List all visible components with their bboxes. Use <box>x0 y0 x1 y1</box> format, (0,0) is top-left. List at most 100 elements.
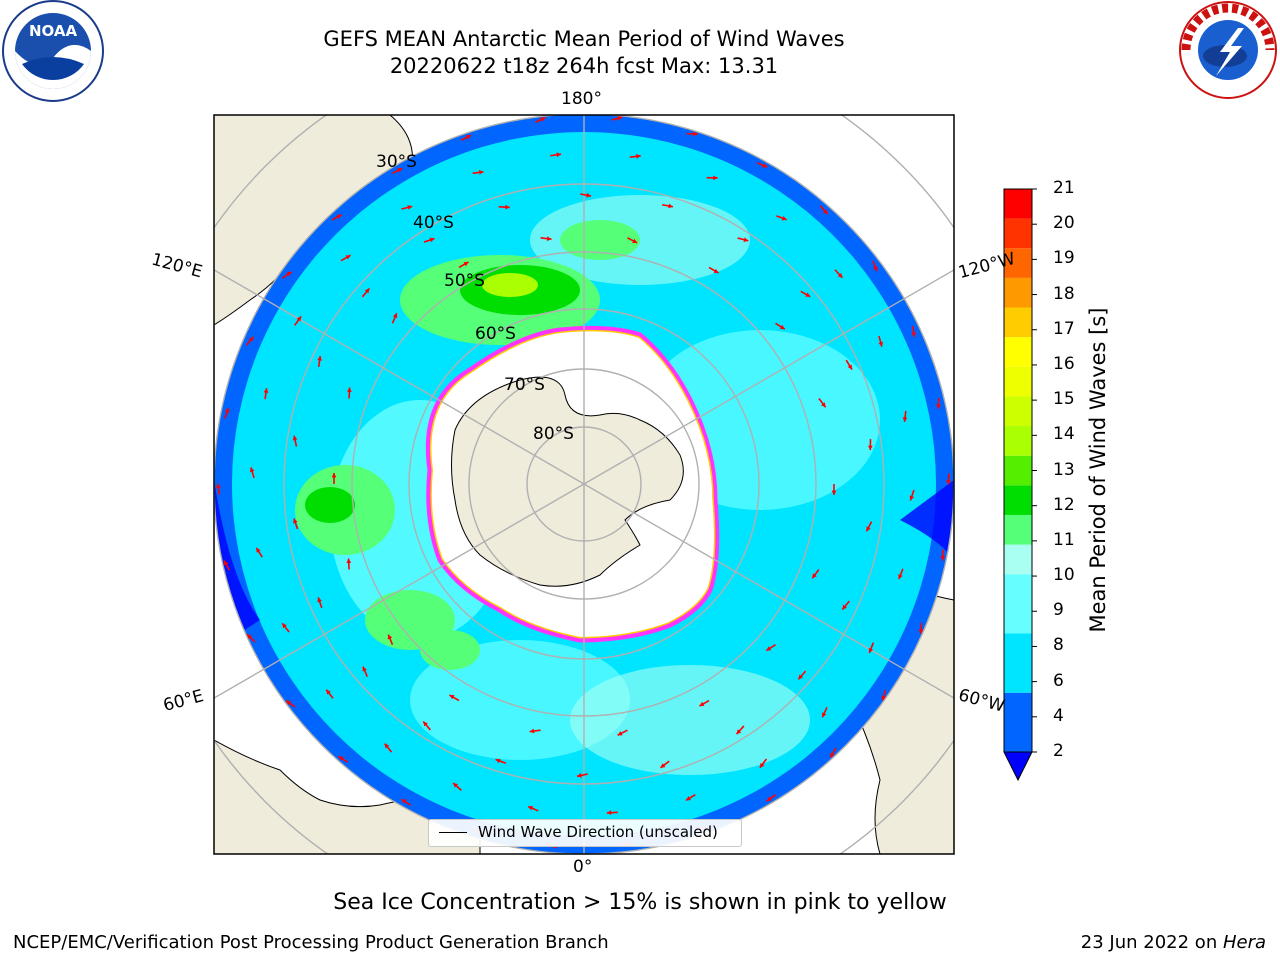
colorbar-tick-label: 4 <box>1053 705 1064 726</box>
wave-direction-arrowhead <box>423 721 428 727</box>
wave-direction-arrowhead <box>292 435 298 441</box>
svg-text:NOAA: NOAA <box>29 22 78 40</box>
footer-date: 23 Jun 2022 on Hera <box>1081 932 1266 953</box>
colorbar-tick-label: 17 <box>1053 318 1075 339</box>
wave-direction-arrowhead <box>918 629 924 634</box>
wave-direction-arrowhead <box>798 674 804 680</box>
colorbar-segment <box>1004 277 1032 308</box>
wave-direction-arrowhead <box>699 701 705 707</box>
wave-direction-arrowhead <box>495 758 501 764</box>
wave-direction-arrowhead <box>837 272 843 278</box>
wave-direction-arrowhead <box>713 175 718 181</box>
wave-direction-arrowhead <box>781 215 787 221</box>
wave-direction-arrowhead <box>632 238 638 243</box>
wave-direction-arrowhead <box>842 604 847 610</box>
wave-direction-arrowhead <box>617 731 623 736</box>
colorbar-tick-label: 10 <box>1053 565 1075 586</box>
wave-direction-arrowhead <box>346 387 352 392</box>
wave-direction-arrowhead <box>759 762 765 768</box>
colorbar <box>1003 188 1037 782</box>
colorbar-title: Mean Period of Wind Waves [s] <box>1086 307 1110 633</box>
wave-direction-arrowhead <box>317 597 322 603</box>
lat-label-30s: 30°S <box>376 152 417 172</box>
wave-direction-arrowhead <box>407 205 413 210</box>
wave-direction-arrowhead <box>317 356 322 361</box>
wave-direction-arrowhead <box>387 634 393 640</box>
colorbar-tick-label: 18 <box>1053 283 1075 304</box>
wave-direction-arrowhead <box>384 743 390 749</box>
wave-direction-arrowhead <box>263 388 269 393</box>
legend-label: Wind Wave Direction (unscaled) <box>478 823 718 841</box>
wave-direction-arrowhead <box>812 573 817 579</box>
colorbar-segment <box>1004 692 1032 752</box>
wave-direction-arrowhead <box>902 417 908 422</box>
wave-direction-arrowhead <box>940 556 946 561</box>
wave-direction-arrowhead <box>247 634 252 640</box>
colorbar-segment <box>1004 218 1032 249</box>
chart-title: GEFS MEAN Antarctic Mean Period of Wind … <box>323 27 845 51</box>
wave-direction-arrowhead <box>766 646 772 651</box>
wave-direction-arrowhead <box>898 574 903 580</box>
sea-ice-caption: Sea Ice Concentration > 15% is shown in … <box>333 890 947 915</box>
colorbar-tick-label: 2 <box>1053 741 1064 761</box>
colorbar-segment <box>1004 248 1032 278</box>
wave-direction-arrowhead <box>946 479 951 485</box>
wave-direction-arrowhead <box>847 364 853 370</box>
colorbar-tick-label: 19 <box>1053 248 1075 269</box>
colorbar-tick-label: 9 <box>1053 600 1064 621</box>
wave-direction-arrowhead <box>693 131 698 137</box>
colorbar-segment <box>1004 633 1032 693</box>
wave-direction-arrowhead <box>529 728 535 734</box>
wave-direction-arrowhead <box>453 783 459 788</box>
nws-logo <box>1179 1 1277 99</box>
wave-direction-arrowhead <box>429 237 435 243</box>
wave-direction-arrowhead <box>736 729 742 735</box>
colorbar-segment <box>1004 307 1032 338</box>
colorbar-tick-label: 15 <box>1053 389 1075 410</box>
wave-direction-arrowhead <box>397 168 403 173</box>
colorbar-tick-label: 6 <box>1053 670 1064 691</box>
wave-direction-arrowhead <box>586 192 592 198</box>
wave-direction-arrowhead <box>540 117 546 122</box>
wave-direction-arrowhead <box>743 237 749 242</box>
wave-direction-arrowhead <box>556 152 562 158</box>
wave-direction-arrowhead <box>636 154 641 159</box>
colorbar-tick-label: 8 <box>1053 635 1064 656</box>
footer-date-text: 23 Jun 2022 on <box>1080 932 1223 953</box>
graticule <box>214 115 954 854</box>
wave-direction-arrowhead <box>326 689 331 695</box>
colorbar-tick-label: 20 <box>1053 213 1075 234</box>
wave-direction-arrowhead <box>606 810 612 816</box>
wave-direction-arrowhead <box>286 700 292 706</box>
wave-direction-arrowhead <box>685 796 691 801</box>
wave-direction-arrowhead <box>822 209 828 215</box>
wave-direction-arrowhead <box>881 695 887 701</box>
colorbar-segment <box>1004 574 1032 634</box>
wave-direction-arrowhead <box>345 255 351 260</box>
colorbar-segment <box>1004 366 1032 397</box>
wave-direction-arrowhead <box>505 204 510 210</box>
wave-direction-arrowhead <box>286 271 292 277</box>
wave-direction-arrowhead <box>336 214 342 219</box>
colorbar-segment <box>1004 189 1032 219</box>
wave-direction-arrowhead <box>296 316 302 322</box>
lat-label-50s: 50°S <box>444 271 485 291</box>
wave-direction-arrowhead <box>224 560 229 566</box>
wave-direction-arrowhead <box>909 495 915 501</box>
colorbar-extension <box>1003 751 1033 782</box>
lat-label-70s: 70°S <box>504 375 545 395</box>
wave-direction-arrowhead <box>224 408 230 413</box>
colorbar-segment <box>1004 337 1032 367</box>
colorbar-tick-label: 14 <box>1053 424 1075 445</box>
wave-direction-arrowhead <box>911 332 917 337</box>
wave-direction-arrowhead <box>866 526 871 532</box>
colorbar-segment <box>1004 514 1032 545</box>
wave-direction-arrowhead <box>867 445 873 451</box>
legend-line-sample <box>439 832 467 833</box>
wave-direction-arrowhead <box>216 483 221 489</box>
map-legend: Wind Wave Direction (unscaled) <box>428 819 742 847</box>
wave-direction-arrowhead <box>668 203 673 209</box>
wave-direction-arrowhead <box>873 266 878 272</box>
wave-direction-arrowhead <box>762 163 768 168</box>
wave-direction-arrowhead <box>713 268 719 273</box>
